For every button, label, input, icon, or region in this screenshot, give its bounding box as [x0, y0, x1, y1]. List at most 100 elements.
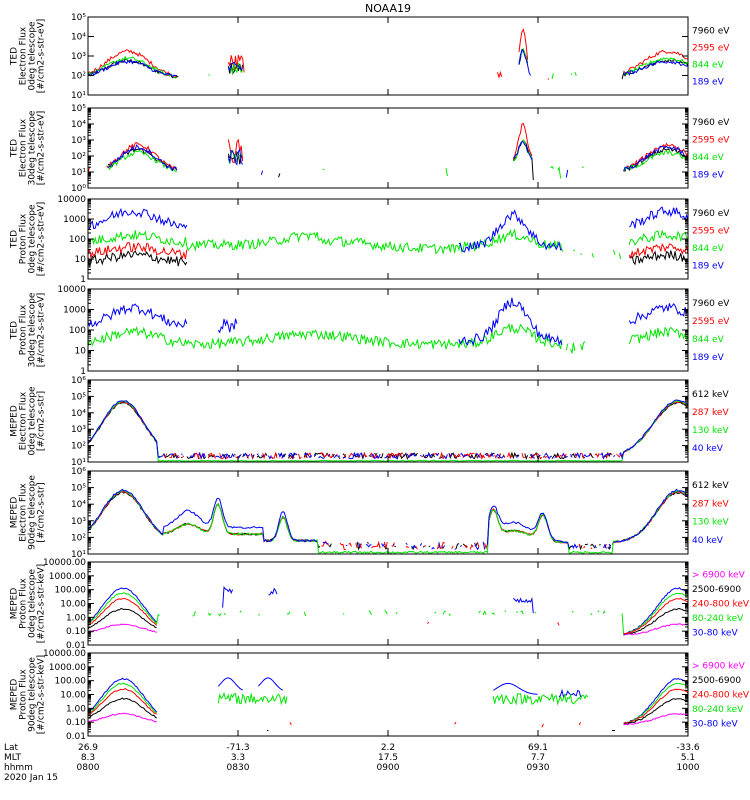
y-tick-label: 10⁶ [71, 376, 86, 386]
x-row-label: MLT [4, 753, 22, 763]
y-tick-label: 0.01 [66, 641, 86, 651]
legend-entry: 130 keV [692, 518, 729, 528]
legend-entry: 2595 eV [692, 317, 730, 327]
plot-frame [87, 198, 689, 280]
y-tick-label: 1000.00 [49, 663, 86, 673]
legend-entry: 612 keV [692, 481, 729, 491]
series-189-ev [87, 297, 689, 346]
y-tick-label: 0.10 [66, 627, 86, 637]
legend-entry: > 6900 keV [692, 570, 746, 580]
series-287-kev [87, 490, 689, 551]
legend-entry: 189 eV [692, 261, 725, 271]
y-tick-label: 10¹ [71, 91, 86, 101]
legend-entry: 844 eV [692, 244, 725, 254]
y-tick-label: 0.01 [66, 732, 86, 742]
x-tick-label: 69.1 [528, 743, 548, 753]
panel-6: 10¹ 10² 10³ 10⁴ 10⁵ 10⁶ MEPEDElectron Flux90de… [10, 467, 730, 560]
y-tick-label: 10⁶ [71, 467, 86, 477]
plot-frame [87, 561, 689, 646]
legend-entry: 189 eV [692, 78, 725, 88]
x-row-label: Lat [4, 743, 19, 753]
x-tick-label: 8.3 [81, 753, 95, 763]
series-189-ev [87, 206, 689, 253]
x-tick-label: 2.2 [381, 743, 395, 753]
legend-entry: 2500-6900 [692, 585, 741, 595]
series-40-kev [87, 488, 689, 551]
y-tick-label: 1000.00 [49, 572, 86, 582]
legend-entry: 2500-6900 [692, 676, 741, 686]
y-axis-label: TEDElectron Flux0deg telescope[#/cm2-s-s… [10, 19, 47, 94]
y-tick-label: 10⁵ [71, 13, 86, 23]
panel-7: 0.01 0.10 1.00 10.00 100.00 1000.00 10000.00ME… [10, 558, 750, 651]
y-tick-label: 10000.00 [43, 558, 86, 568]
series-30-80-kev [87, 677, 688, 724]
y-axis-label: MEPEDProton Flux0deg telescope[#/cm2-s-s… [10, 564, 47, 643]
series-240-800-kev [87, 597, 689, 635]
y-tick-label: 10000.00 [43, 649, 86, 659]
y-tick-label: 0.10 [66, 718, 86, 728]
series-612-kev [87, 491, 689, 551]
y-tick-label: 10² [71, 533, 86, 543]
panel-1: 10¹ 10² 10³ 10⁴ 10⁵ TEDElectron Flux0deg tele… [10, 13, 731, 101]
legend-entry: 40 keV [692, 444, 724, 454]
y-tick-label: 1 [80, 275, 86, 285]
y-tick-label: 10⁴ [71, 500, 86, 510]
x-tick-label: 0800 [77, 763, 100, 773]
legend-entry: 7960 eV [692, 118, 730, 128]
y-tick-label: 10³ [71, 136, 86, 146]
series-189-ev [87, 49, 689, 78]
panel-5: 10¹ 10² 10³ 10⁴ 10⁵ 10⁶ MEPEDElectron Flux0deg… [10, 376, 730, 468]
x-tick-label: 1000 [677, 763, 700, 773]
y-tick-label: 10³ [71, 517, 86, 527]
y-axis-label: MEPEDProton Flux90deg telescope[#/cm2-s-… [10, 655, 47, 734]
legend-entry: 7960 eV [692, 209, 730, 219]
y-tick-label: 10000 [57, 285, 86, 295]
plot-frame [87, 288, 689, 372]
series-612-kev [87, 401, 689, 460]
series-7960-ev [87, 48, 689, 80]
legend-entry: 2595 eV [692, 44, 730, 54]
legend-entry: 189 eV [692, 353, 725, 363]
plot-frame [87, 470, 689, 555]
x-tick-label: -71.3 [226, 743, 249, 753]
y-tick-label: 1 [80, 367, 86, 377]
y-tick-label: 10⁰ [71, 184, 86, 194]
panels: 10¹ 10² 10³ 10⁴ 10⁵ TEDElectron Flux0deg tele… [10, 13, 750, 742]
plot-frame [87, 16, 689, 96]
y-tick-label: 10¹ [71, 550, 86, 560]
plot-frame [87, 652, 689, 737]
series--6900-kev [87, 712, 689, 726]
series-40-kev [87, 399, 689, 460]
x-tick-label: 3.3 [231, 753, 245, 763]
panel-8: 0.01 0.10 1.00 10.00 100.00 1000.00 10000.00ME… [10, 649, 750, 742]
y-axis-label: MEPEDElectron Flux0deg telescope[#/cm2-s… [10, 386, 47, 456]
series-2595-ev [87, 122, 689, 175]
x-tick-label: 7.7 [531, 753, 545, 763]
series-189-ev [107, 141, 689, 178]
series-844-ev [87, 228, 689, 260]
x-tick-label: 26.9 [78, 743, 98, 753]
y-tick-label: 10000 [57, 195, 86, 205]
x-tick-label: 0900 [377, 763, 400, 773]
legend-entry: 40 keV [692, 536, 724, 546]
series-2500-6900 [87, 607, 689, 636]
y-tick-label: 10 [75, 255, 87, 265]
series-844-ev [87, 48, 689, 80]
legend-entry: 30-80 keV [692, 629, 738, 639]
y-tick-label: 10 [75, 347, 87, 357]
legend-entry: 844 eV [692, 61, 725, 71]
legend-entry: 30-80 keV [692, 720, 738, 730]
series--6900-kev [87, 623, 689, 636]
y-tick-label: 100.00 [55, 586, 87, 596]
y-tick-label: 10⁴ [71, 409, 86, 419]
series-7960-ev [107, 139, 689, 181]
series-2595-ev [87, 242, 689, 260]
legend-entry: 2595 eV [692, 135, 730, 145]
series-844-ev [107, 139, 689, 179]
panel-2: 10⁰ 10¹ 10² 10³ 10⁴ 10⁵ TEDElectron Flux30deg … [10, 104, 731, 194]
series-80-240-kev [87, 592, 689, 635]
series-7960-ev [87, 250, 689, 268]
x-tick-label: 17.5 [378, 753, 398, 763]
panel-4: 1 10 100 1000 10000 TEDProton Flux30deg teles… [10, 285, 731, 377]
